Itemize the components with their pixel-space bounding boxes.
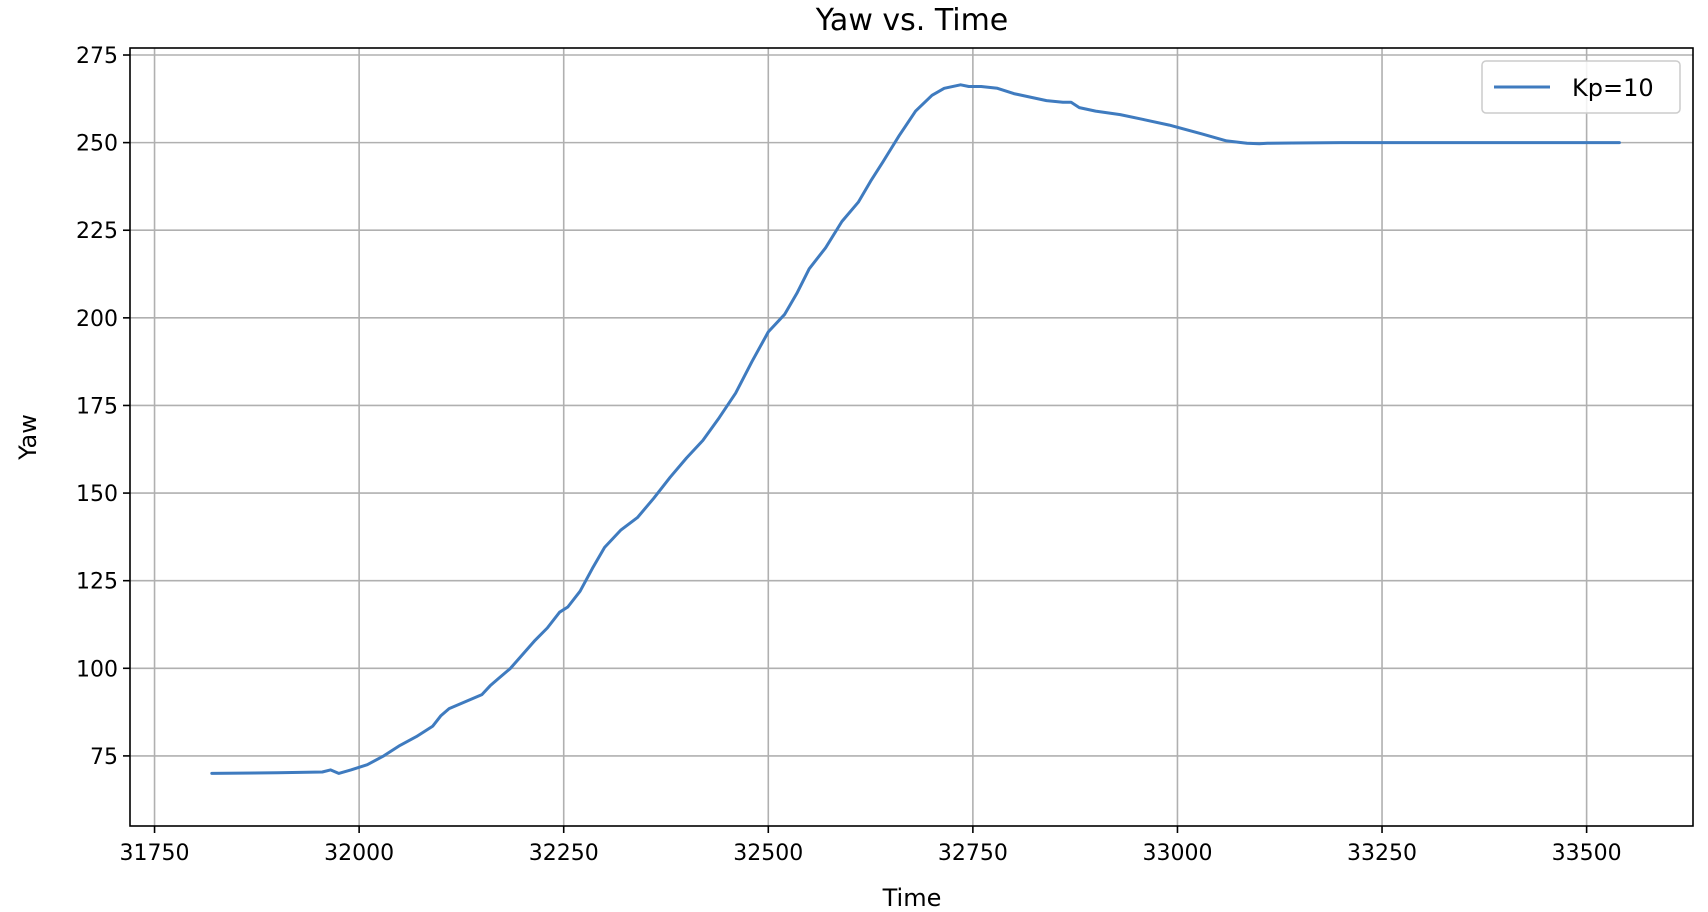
x-tick-label: 32750: [938, 841, 1008, 866]
y-tick-label: 200: [76, 307, 118, 332]
legend: Kp=10: [1481, 60, 1681, 114]
y-tick-label: 75: [90, 745, 118, 770]
x-axis-label: Time: [882, 884, 942, 912]
grid: [130, 48, 1693, 826]
series-layer: [210, 83, 1621, 775]
y-tick-label: 250: [76, 132, 118, 157]
x-tick-label: 33500: [1552, 841, 1622, 866]
y-tick-label: 275: [76, 44, 118, 69]
legend-box: [1481, 60, 1681, 114]
y-tick-label: 175: [76, 394, 118, 419]
y-tick-label: 125: [76, 570, 118, 595]
y-axis-label: Yaw: [14, 414, 42, 461]
x-tick-label: 33250: [1347, 841, 1417, 866]
chart-title: Yaw vs. Time: [815, 3, 1009, 38]
x-tick-label: 32000: [324, 841, 394, 866]
y-tick-label: 150: [76, 482, 118, 507]
x-tick-label: 32250: [529, 841, 599, 866]
series-line: [210, 83, 1621, 775]
legend-label: Kp=10: [1572, 74, 1654, 102]
plot-area-frame: [129, 47, 1694, 827]
y-tick-label: 225: [76, 219, 118, 244]
x-tick-label: 31750: [120, 841, 190, 866]
axis-ticks: 31750 32000 32250 32500 32750 33000 33250 33500…: [76, 44, 1622, 866]
x-tick-label: 33000: [1142, 841, 1212, 866]
x-tick-label: 32500: [733, 841, 803, 866]
y-tick-label: 100: [76, 657, 118, 682]
